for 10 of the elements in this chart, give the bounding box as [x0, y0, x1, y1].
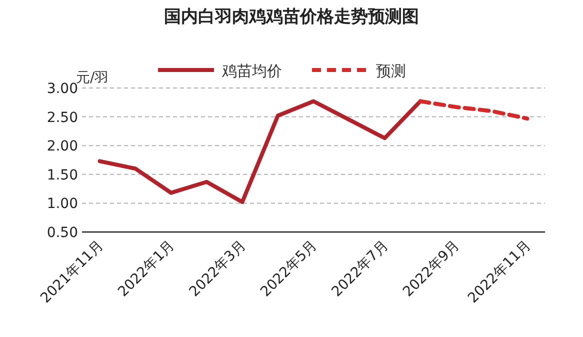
y-tick-label: 2.00 — [46, 138, 78, 155]
chart-title: 国内白羽肉鸡鸡苗价格走势预测图 — [164, 7, 419, 27]
y-tick-label: 1.50 — [46, 167, 78, 184]
y-axis-title: 元/羽 — [76, 70, 109, 86]
y-tick-label: 2.50 — [46, 110, 78, 126]
y-tick-label: 3.00 — [46, 81, 78, 97]
legend-label: 鸡苗均价 — [221, 62, 282, 80]
legend-label: 预测 — [376, 62, 406, 80]
y-tick-label: 1.00 — [46, 196, 78, 212]
y-tick-label: 0.50 — [46, 225, 78, 241]
